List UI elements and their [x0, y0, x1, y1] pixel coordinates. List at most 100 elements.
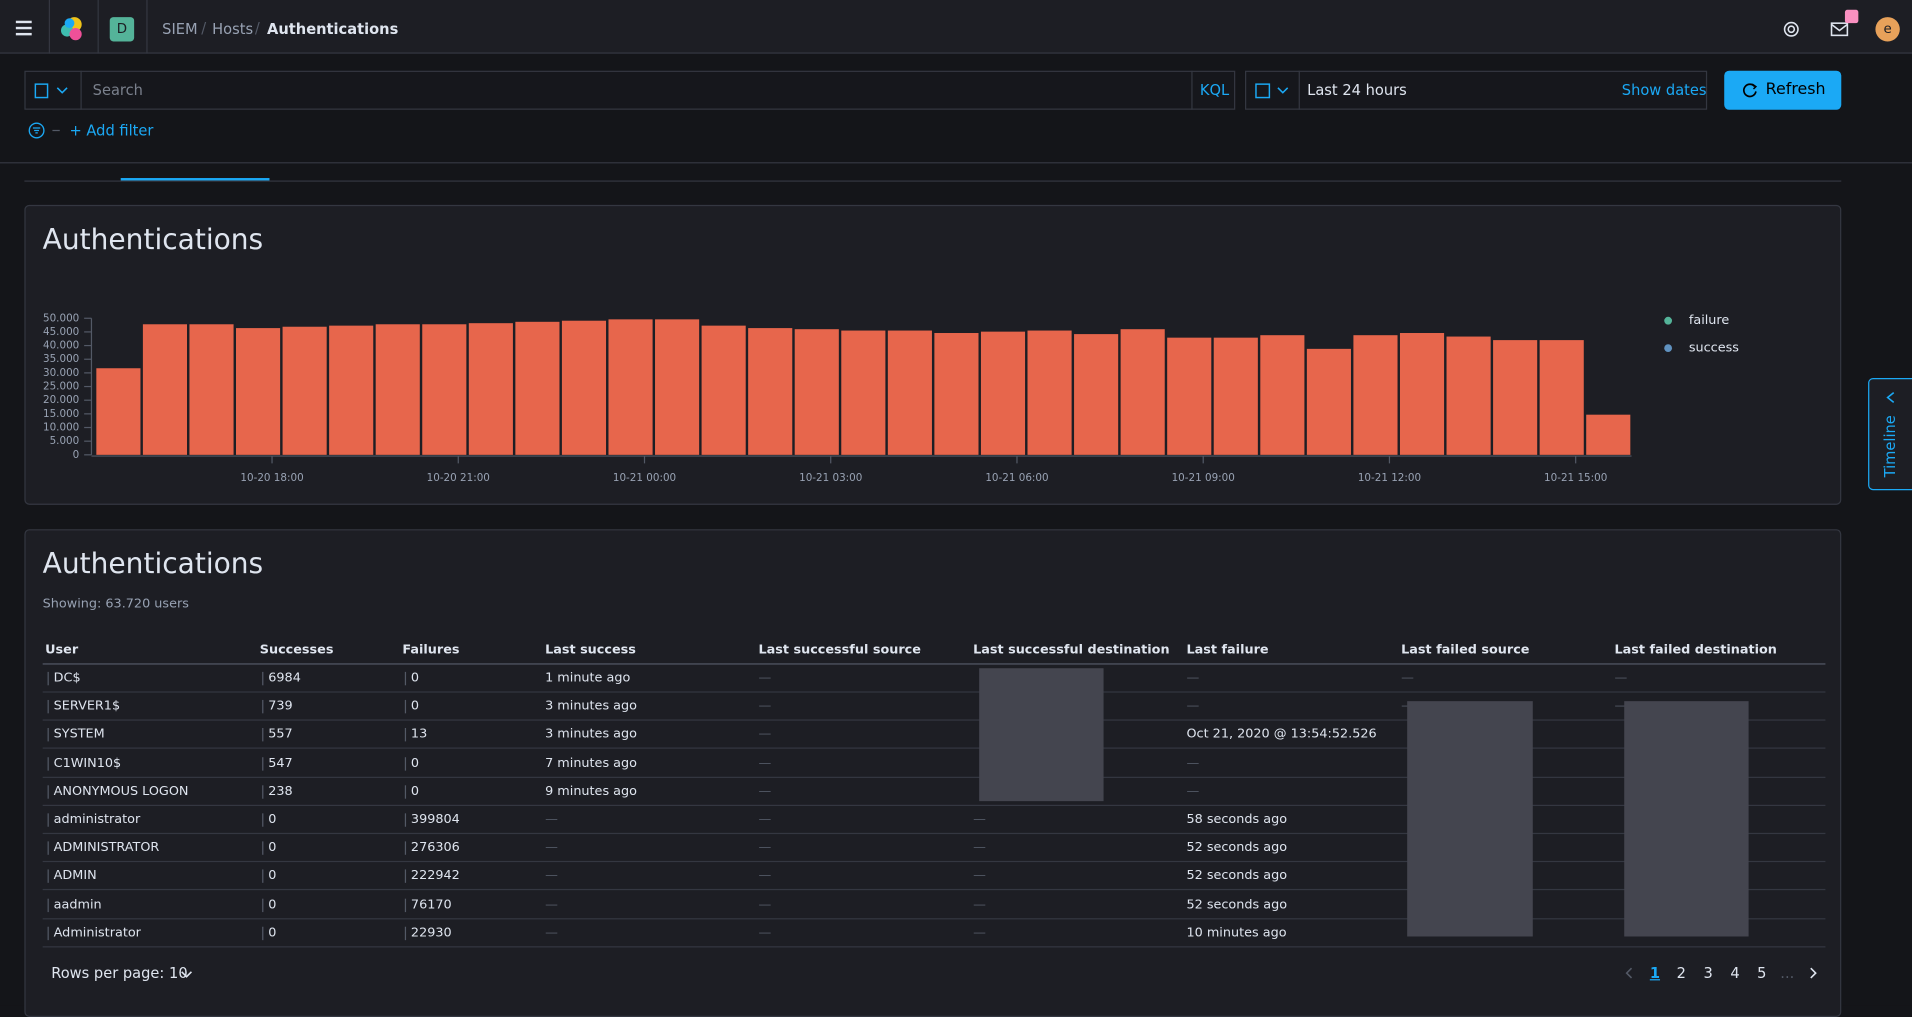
table-cell: 76170	[411, 897, 452, 912]
bar	[702, 326, 746, 455]
table-cell: ADMINISTRATOR	[54, 840, 160, 855]
table-cell: —	[758, 812, 771, 827]
table-cell: —	[758, 925, 771, 940]
table-panel	[24, 529, 1841, 1017]
row-divider	[43, 918, 1826, 919]
bar	[562, 321, 606, 455]
table-cell: 276306	[411, 840, 460, 855]
table-cell: —	[973, 869, 986, 884]
bar	[1353, 335, 1397, 455]
table-cell: DC$	[54, 671, 81, 686]
bar	[1400, 333, 1444, 455]
next-page[interactable]	[1806, 966, 1821, 981]
table-cell: 238	[268, 784, 292, 799]
column-header: Last failed destination	[1614, 643, 1776, 658]
cell-drag-handle	[405, 700, 406, 713]
bar	[469, 323, 513, 455]
y-tick-label: 20.000	[43, 394, 79, 406]
table-cell: —	[545, 897, 558, 912]
y-tick-label: 10.000	[43, 422, 79, 434]
table-cell: administrator	[54, 812, 141, 827]
x-tick-label: 10-21 12:00	[1358, 472, 1421, 484]
cell-drag-handle	[48, 870, 49, 883]
y-tick-label: 0	[73, 449, 80, 461]
timeline-label[interactable]: Timeline	[1882, 415, 1899, 477]
bar	[1540, 340, 1584, 455]
legend-marker	[1664, 344, 1672, 352]
prev-page[interactable]	[1622, 966, 1637, 981]
x-tick-label: 10-20 18:00	[240, 472, 303, 484]
table-cell: 7 minutes ago	[545, 756, 637, 771]
bar	[283, 327, 327, 455]
legend-label[interactable]: success	[1689, 341, 1739, 356]
cell-drag-handle	[262, 700, 263, 713]
table-cell: C1WIN10$	[54, 756, 122, 771]
row-divider	[43, 861, 1826, 862]
table-cell: 0	[411, 784, 419, 799]
page-link[interactable]: 5	[1757, 965, 1766, 982]
row-divider	[43, 946, 1826, 947]
bar	[422, 324, 466, 455]
table-cell: —	[758, 897, 771, 912]
column-header: Last successful source	[758, 643, 921, 658]
table-cell: 52 seconds ago	[1186, 840, 1287, 855]
table-cell: aadmin	[54, 897, 102, 912]
x-tick-label: 10-21 00:00	[613, 472, 676, 484]
bar	[1167, 338, 1211, 455]
page-link[interactable]: 2	[1677, 965, 1686, 982]
page-link[interactable]: 3	[1703, 965, 1712, 982]
cell-drag-handle	[405, 757, 406, 770]
bar	[1307, 349, 1351, 455]
table-cell: 0	[268, 925, 276, 940]
table-cell: 547	[268, 756, 292, 771]
row-divider	[43, 833, 1826, 834]
table-cell: SERVER1$	[54, 699, 120, 714]
bar	[655, 319, 699, 454]
bar	[189, 324, 233, 455]
legend-label[interactable]: failure	[1689, 313, 1730, 328]
x-tick-label: 10-21 09:00	[1172, 472, 1235, 484]
cell-drag-handle	[48, 785, 49, 798]
table-cell: ADMIN	[54, 869, 97, 884]
table-cell: —	[1401, 671, 1414, 686]
redaction	[979, 668, 1103, 801]
page-link[interactable]: 4	[1730, 965, 1739, 982]
table-cell: 0	[411, 699, 419, 714]
bar	[1121, 329, 1165, 455]
table-cell: 0	[411, 671, 419, 686]
table-cell: —	[545, 812, 558, 827]
row-divider	[43, 720, 1826, 721]
cell-drag-handle	[48, 926, 49, 939]
column-header: Last failed source	[1401, 643, 1529, 658]
bar	[1586, 415, 1630, 455]
cell-drag-handle	[262, 926, 263, 939]
rows-per-page[interactable]: Rows per page: 10	[51, 965, 187, 982]
cell-drag-handle	[405, 870, 406, 883]
table-cell: 0	[268, 812, 276, 827]
redaction	[1624, 701, 1748, 936]
bar	[329, 326, 373, 455]
bar	[795, 329, 839, 455]
table-cell: 13	[411, 727, 427, 742]
cell-drag-handle	[405, 813, 406, 826]
cell-drag-handle	[405, 728, 406, 741]
row-divider	[43, 748, 1826, 749]
table-cell: 739	[268, 699, 292, 714]
table-cell: ANONYMOUS LOGON	[54, 784, 189, 799]
table-cell: 222942	[411, 869, 460, 884]
table-cell: —	[758, 869, 771, 884]
x-tick-label: 10-21 06:00	[985, 472, 1048, 484]
table-cell: 0	[268, 840, 276, 855]
bar	[1493, 340, 1537, 455]
table-subtitle: Showing: 63.720 users	[43, 596, 189, 611]
row-divider	[43, 776, 1826, 777]
page-link[interactable]: 1	[1650, 965, 1660, 982]
bar	[981, 332, 1025, 455]
cell-drag-handle	[48, 672, 49, 685]
table-cell: 9 minutes ago	[545, 784, 637, 799]
y-tick-label: 35.000	[43, 353, 79, 365]
cell-drag-handle	[262, 813, 263, 826]
cell-drag-handle	[262, 842, 263, 855]
table-cell: —	[1186, 671, 1199, 686]
